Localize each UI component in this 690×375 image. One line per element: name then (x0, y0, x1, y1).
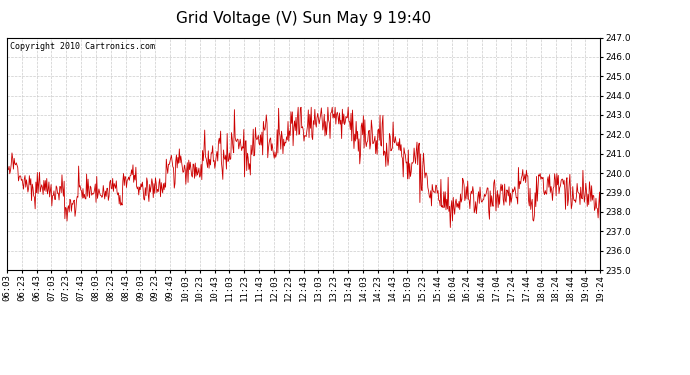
Text: Copyright 2010 Cartronics.com: Copyright 2010 Cartronics.com (10, 42, 155, 51)
Text: Grid Voltage (V) Sun May 9 19:40: Grid Voltage (V) Sun May 9 19:40 (176, 11, 431, 26)
